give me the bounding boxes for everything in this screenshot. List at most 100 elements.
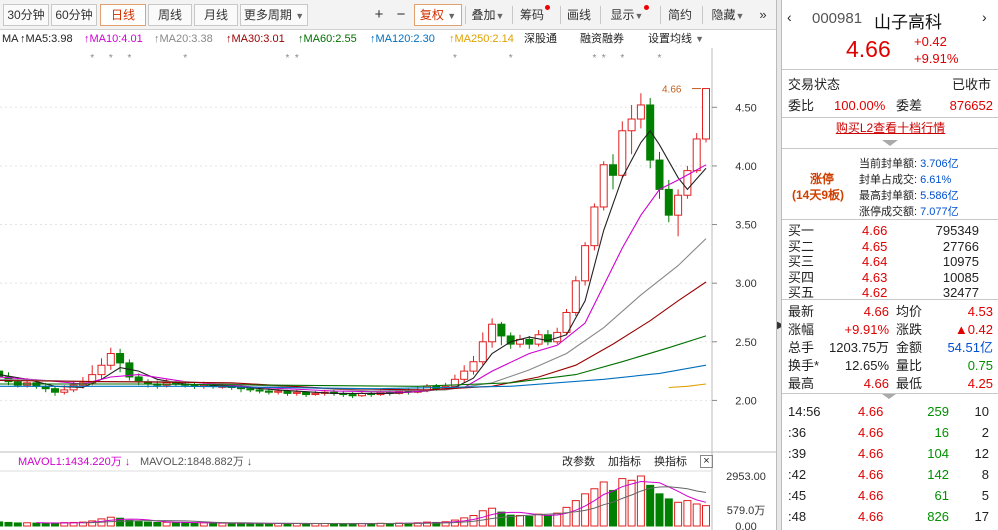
ma-line-ma60 xyxy=(0,335,707,387)
tick-time: :48 xyxy=(788,509,807,524)
price-change-pct: +9.91% xyxy=(914,51,959,66)
candle-body xyxy=(255,389,264,392)
volume-bar xyxy=(655,493,664,527)
price-tick-label: 3.00 xyxy=(735,278,756,290)
candle-body xyxy=(488,323,497,343)
candle-body xyxy=(599,164,608,208)
ma-title: MA xyxy=(2,33,19,45)
volume-bar xyxy=(227,522,236,527)
stock-code: 000981 xyxy=(812,10,863,27)
add-indicator-button[interactable]: 加指标 xyxy=(608,456,641,468)
mavol-line xyxy=(82,486,707,525)
display-label: 显示 xyxy=(610,8,635,22)
volume-bar xyxy=(553,512,562,527)
chart-toolbar: 30分钟 60分钟 日线 周线 月线 更多周期 ▼ + − 复权 ▼ 叠加▼ 筹… xyxy=(0,0,776,30)
volume-bar xyxy=(23,522,32,527)
ma-legend: MA ↑MA5:3.98 ↑MA10:4.01 ↑MA20:3.38 ↑MA30… xyxy=(0,30,776,48)
book-label: 买三 xyxy=(788,254,815,269)
candle-body xyxy=(274,390,283,393)
divider xyxy=(782,219,998,220)
period-weekly-button[interactable]: 周线 xyxy=(148,4,192,26)
chips-button[interactable]: 筹码 xyxy=(515,4,555,26)
candle-body xyxy=(618,130,627,176)
last-price: 4.66 xyxy=(846,36,891,62)
volume-bar xyxy=(13,522,22,527)
tick-count: 5 xyxy=(981,488,989,503)
margin-link[interactable]: 融资融券 xyxy=(580,33,624,45)
tick-volume: 61 xyxy=(934,488,949,503)
double-chevron-right-icon: » xyxy=(759,7,767,22)
candle-body xyxy=(646,104,655,161)
kline-chart[interactable]: * * * * * * * * * * * * 4.66 4.50 4.00 3.50 3.00 2.50 2.… xyxy=(0,48,776,530)
switch-indicator-button[interactable]: 换指标 xyxy=(654,456,687,468)
book-row: 买一 4.66 795349 xyxy=(782,222,998,239)
display-button[interactable]: 显示▼ xyxy=(604,4,656,26)
more-periods-label: 更多周期 xyxy=(243,8,292,22)
candle-body xyxy=(497,323,506,337)
volume-bar xyxy=(692,503,701,527)
ma-line-ma250 xyxy=(668,383,707,389)
volume-bar xyxy=(646,484,655,527)
candles xyxy=(0,88,710,399)
toolbar-divider xyxy=(660,6,661,24)
tick-row: :39 4.66 104 12 xyxy=(782,445,998,462)
book-price: 4.63 xyxy=(862,269,888,285)
stat-value: +9.91% xyxy=(844,322,889,337)
volume-bar xyxy=(199,522,208,527)
expand-triangle-icon[interactable] xyxy=(882,140,898,146)
ma-line-ma20 xyxy=(0,238,707,392)
edit-params-button[interactable]: 改参数 xyxy=(562,456,595,468)
simple-button[interactable]: 简约 xyxy=(667,8,692,22)
period-daily-button[interactable]: 日线 xyxy=(100,4,146,26)
l2-row: 购买L2查看十档行情 xyxy=(782,120,998,137)
limit-up-days: (14天9板) xyxy=(792,188,845,202)
buy-l2-link[interactable]: 购买L2查看十档行情 xyxy=(835,121,946,135)
collapse-arrow-icon[interactable]: ▶ xyxy=(777,320,785,331)
period-30min-button[interactable]: 30分钟 xyxy=(3,4,49,26)
stock-header: ‹ 000981 山子高科 › 4.66 +0.42 +9.91% xyxy=(782,0,998,70)
volume-axis: 2953.00 579.0万 0.00 xyxy=(726,471,766,530)
sgt-link[interactable]: 深股通 xyxy=(524,33,557,45)
ma-settings-button[interactable]: 设置均线 ▼ xyxy=(648,33,704,45)
tick-count: 10 xyxy=(974,404,989,419)
volume-bar xyxy=(609,489,617,527)
stat-label: 涨跌 xyxy=(896,322,923,337)
chevron-down-icon: ▼ xyxy=(634,11,644,21)
zoom-in-button[interactable]: + xyxy=(374,6,384,23)
expand-triangle-icon[interactable] xyxy=(882,394,896,399)
overlay-button[interactable]: 叠加▼ xyxy=(467,4,509,26)
event-star-icon: * xyxy=(602,53,606,64)
stat-row: 总手 1203.75万 金额 54.51亿 xyxy=(782,339,998,356)
stat-label: 最低 xyxy=(896,376,923,391)
candle-body xyxy=(134,376,143,383)
volume-bar xyxy=(246,522,255,527)
book-row: 买四 4.63 10085 xyxy=(782,269,998,286)
hide-button[interactable]: 隐藏▼ xyxy=(705,4,751,26)
tick-count: 2 xyxy=(981,425,989,440)
chevron-down-icon: ▼ xyxy=(495,11,505,21)
tick-count: 8 xyxy=(981,467,989,482)
back-chevron-icon[interactable]: ‹ xyxy=(787,9,792,25)
book-row: 买五 4.62 32477 xyxy=(782,284,998,301)
draw-line-button[interactable]: 画线 xyxy=(566,8,591,22)
period-60min-button[interactable]: 60分钟 xyxy=(51,4,97,26)
weibi-value: 100.00% xyxy=(834,98,886,113)
tick-row: 14:56 4.66 259 10 xyxy=(782,403,998,420)
event-markers: * * * * * * * * * * * * xyxy=(90,53,661,64)
tick-price: 4.66 xyxy=(858,509,884,524)
forward-chevron-icon[interactable]: › xyxy=(982,9,987,25)
zoom-out-button[interactable]: − xyxy=(396,6,406,23)
volume-bar xyxy=(488,507,497,527)
limit-up-box: 涨停 (14天9板) 当前封单额: 3.706亿 封单占成交: 6.61% 最高… xyxy=(782,150,998,220)
panel-splitter[interactable]: ▶ xyxy=(776,0,785,530)
event-star-icon: * xyxy=(620,53,624,64)
more-periods-button[interactable]: 更多周期 ▼ xyxy=(240,4,308,26)
period-monthly-button[interactable]: 月线 xyxy=(194,4,238,26)
limit-detail-row: 当前封单额: 3.706亿 xyxy=(859,158,959,170)
volume-bar xyxy=(190,522,199,527)
fuquan-button[interactable]: 复权 ▼ xyxy=(414,4,462,26)
stat-value: 4.53 xyxy=(967,304,993,319)
close-icon[interactable]: × xyxy=(700,455,713,468)
volume-bar xyxy=(237,522,245,527)
collapse-panel-button[interactable]: » xyxy=(753,4,773,26)
